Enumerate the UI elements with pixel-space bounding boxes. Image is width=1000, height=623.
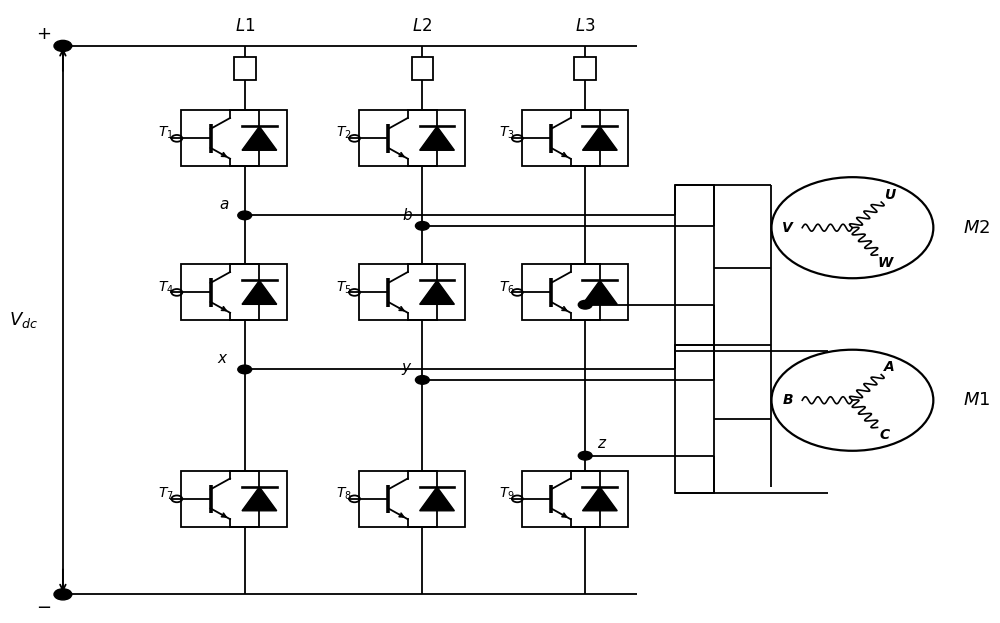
Text: $V_{dc}$: $V_{dc}$ — [9, 310, 38, 330]
Bar — [522, 471, 628, 527]
Text: C: C — [880, 428, 890, 442]
Bar — [359, 471, 465, 527]
Bar — [522, 264, 628, 320]
Polygon shape — [582, 487, 617, 511]
Polygon shape — [242, 280, 277, 305]
Polygon shape — [420, 487, 454, 511]
Text: $T_3$: $T_3$ — [499, 125, 515, 141]
Bar — [522, 110, 628, 166]
Text: $T_1$: $T_1$ — [158, 125, 174, 141]
Polygon shape — [420, 280, 454, 305]
Bar — [359, 110, 465, 166]
Circle shape — [238, 211, 252, 220]
Text: $z$: $z$ — [597, 435, 607, 451]
Text: U: U — [884, 188, 895, 202]
Bar — [234, 57, 256, 80]
Text: $T_4$: $T_4$ — [158, 279, 174, 295]
Text: $L2$: $L2$ — [412, 17, 432, 35]
Polygon shape — [582, 280, 617, 305]
Text: $T_7$: $T_7$ — [158, 485, 174, 502]
Text: $-$: $-$ — [36, 597, 51, 616]
Text: $L1$: $L1$ — [235, 17, 255, 35]
Circle shape — [415, 222, 429, 230]
Bar — [181, 110, 287, 166]
Text: V: V — [782, 221, 793, 235]
Text: $L3$: $L3$ — [575, 17, 595, 35]
Text: $+$: $+$ — [36, 25, 51, 43]
Circle shape — [415, 376, 429, 384]
Polygon shape — [582, 126, 617, 150]
Text: $a$: $a$ — [219, 197, 229, 212]
Circle shape — [238, 365, 252, 374]
Circle shape — [54, 40, 72, 52]
Bar — [412, 57, 433, 80]
Text: $T_8$: $T_8$ — [336, 485, 352, 502]
Text: $T_2$: $T_2$ — [336, 125, 352, 141]
Bar — [181, 471, 287, 527]
Bar — [181, 264, 287, 320]
Text: B: B — [782, 393, 793, 407]
Text: $y$: $y$ — [401, 361, 412, 377]
Polygon shape — [420, 126, 454, 150]
Polygon shape — [242, 126, 277, 150]
Text: $M1$: $M1$ — [963, 391, 990, 409]
Bar — [359, 264, 465, 320]
Text: $b$: $b$ — [402, 207, 412, 223]
Circle shape — [578, 452, 592, 460]
Circle shape — [578, 300, 592, 309]
Text: $T_6$: $T_6$ — [499, 279, 515, 295]
Bar — [574, 57, 596, 80]
Bar — [675, 184, 714, 351]
Text: A: A — [884, 360, 895, 374]
Bar — [675, 345, 714, 493]
Text: $c$: $c$ — [597, 285, 607, 300]
Text: $T_5$: $T_5$ — [336, 279, 352, 295]
Text: $x$: $x$ — [217, 351, 229, 366]
Polygon shape — [242, 487, 277, 511]
Text: W: W — [877, 255, 892, 270]
Text: $T_9$: $T_9$ — [499, 485, 515, 502]
Circle shape — [54, 589, 72, 600]
Text: $M2$: $M2$ — [963, 219, 990, 237]
